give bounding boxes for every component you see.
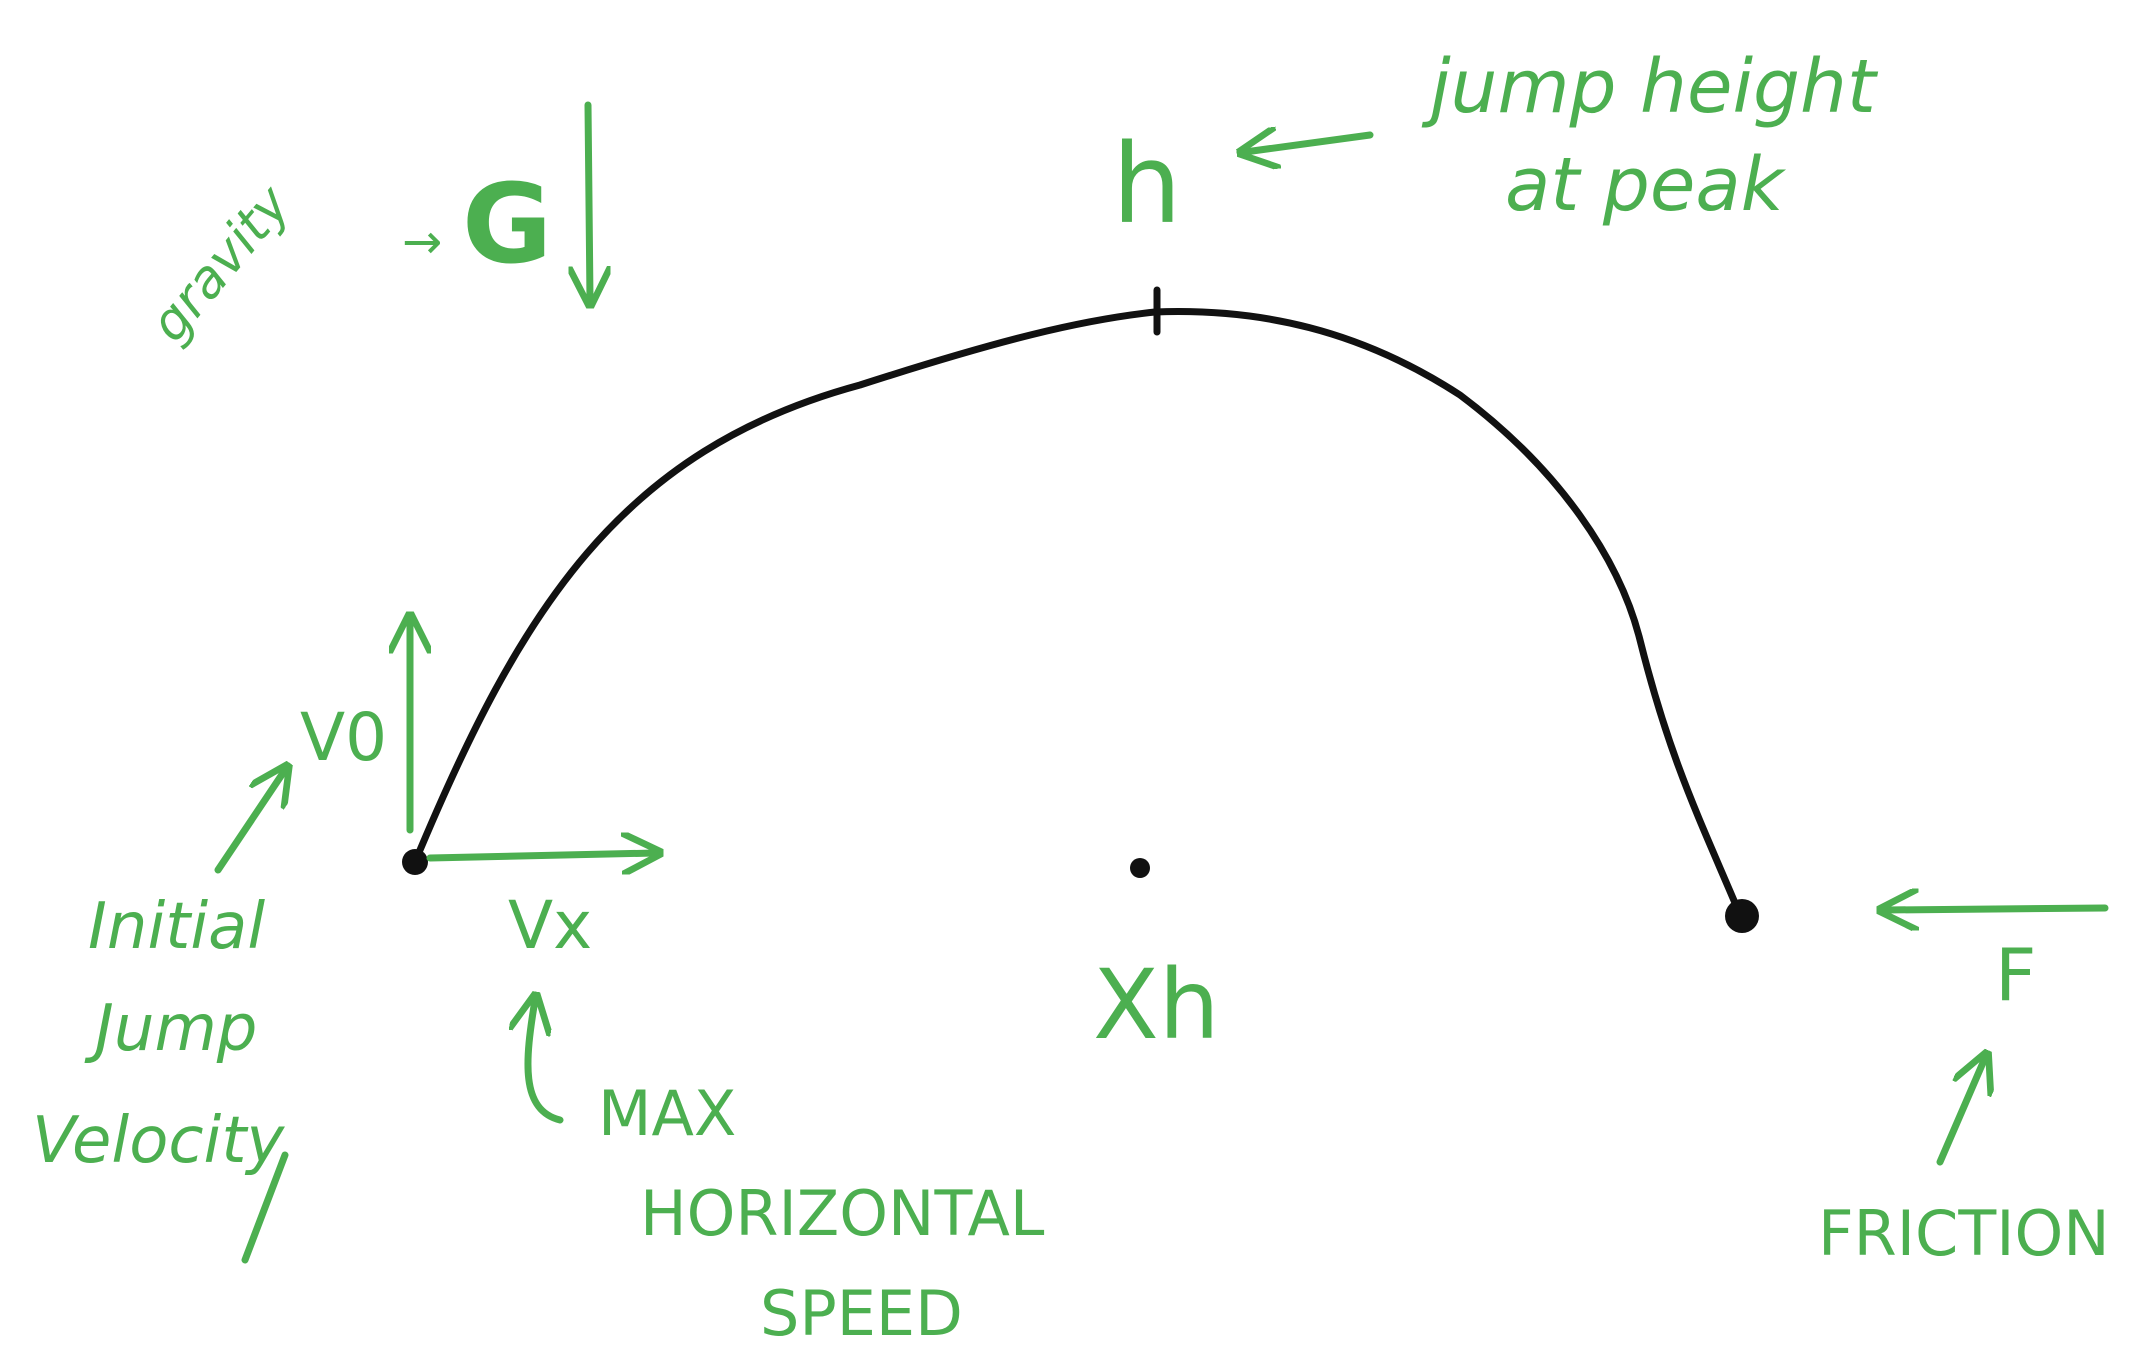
friction-pointer-icon (1936, 1058, 1985, 1166)
initial-velocity-label-line2: Jump (84, 992, 257, 1066)
gravity-arrow-icon (588, 101, 590, 300)
vx-arrow-icon (426, 853, 655, 858)
jump-height-arrow-icon (1245, 135, 1374, 152)
max-speed-pointer-icon (528, 1000, 564, 1124)
initial-velocity-label-line3: Velocity (32, 1104, 285, 1178)
start-point (402, 849, 428, 875)
initial-velocity-underline-stroke (241, 1151, 289, 1264)
xh-midpoint (1130, 858, 1150, 878)
xh-label: Xh (1093, 949, 1220, 1061)
jump-height-label-line1: jump height (1421, 44, 1879, 130)
gravity-arrow-glyph: → (402, 214, 442, 270)
v0-label: V0 (300, 699, 387, 776)
vx-label: Vx (508, 887, 592, 964)
jump-trajectory-curve (411, 308, 1742, 914)
friction-label: FRICTION (1818, 1197, 2110, 1270)
max-speed-label-line1: MAX (598, 1077, 736, 1150)
max-speed-label-line2: HORIZONTAL (640, 1177, 1045, 1250)
initial-velocity-label-line1: Initial (88, 890, 265, 964)
friction-symbol: F (1995, 933, 2036, 1017)
gravity-label: gravity (139, 174, 303, 353)
initial-velocity-pointer-icon (214, 770, 285, 874)
gravity-symbol: G (462, 160, 552, 288)
landing-point (1725, 899, 1759, 933)
jump-height-symbol: h (1112, 120, 1182, 248)
jump-height-label-line2: at peak (1505, 142, 1787, 228)
max-speed-label-line3: SPEED (760, 1277, 963, 1350)
friction-arrow-icon (1885, 908, 2109, 910)
